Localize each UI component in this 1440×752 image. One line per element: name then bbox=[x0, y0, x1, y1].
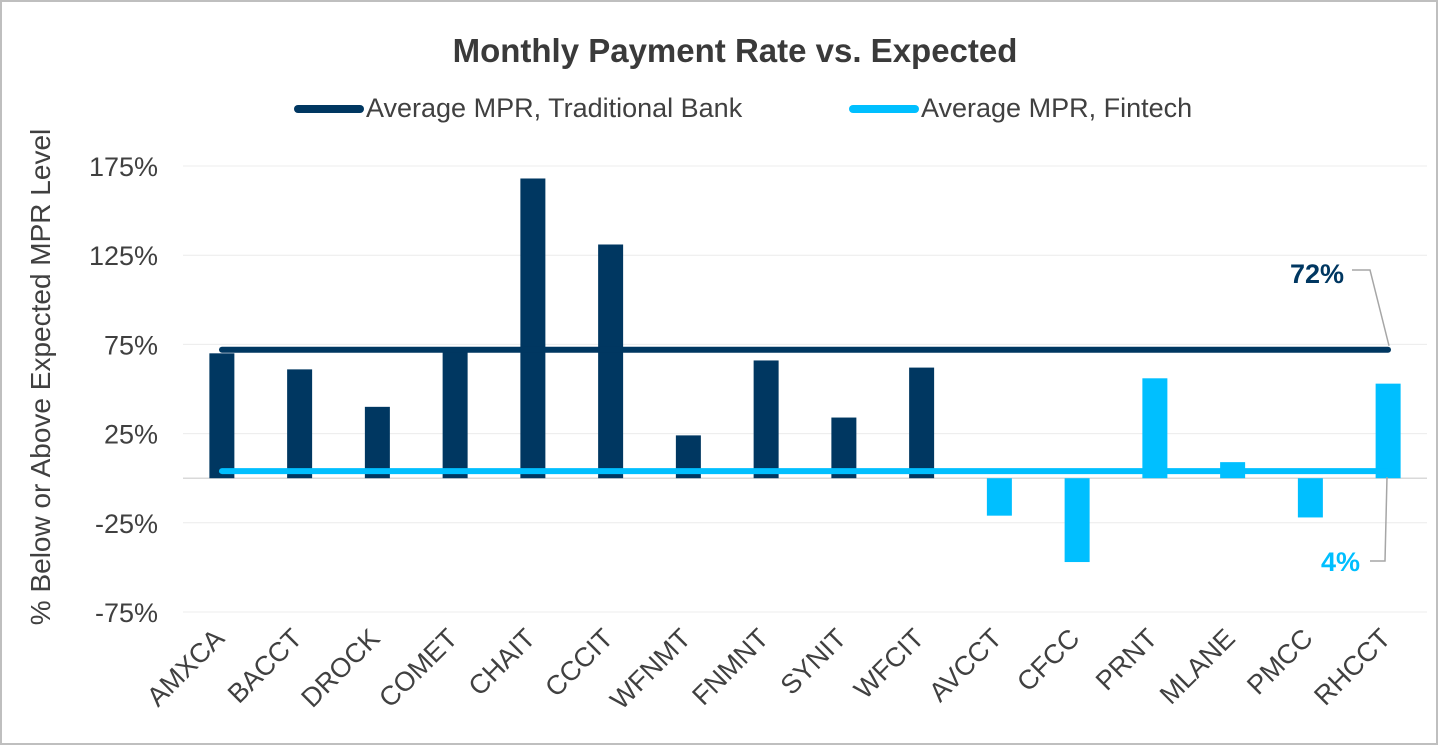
bar-avcct bbox=[986, 478, 1012, 516]
bar-rhcct bbox=[1375, 383, 1401, 479]
y-tick-label: -75% bbox=[95, 598, 158, 628]
bar-cccit bbox=[598, 244, 624, 479]
bar-bacct bbox=[287, 369, 313, 479]
y-axis-label: % Below or Above Expected MPR Level bbox=[25, 129, 56, 625]
callout-label-fintech: 4% bbox=[1321, 547, 1360, 577]
bar-chait bbox=[520, 178, 546, 479]
callout-label-traditional-bank: 72% bbox=[1290, 259, 1344, 289]
bar-fnmnt bbox=[753, 360, 779, 479]
callout-leader-fintech bbox=[1370, 477, 1388, 562]
y-tick-label: 175% bbox=[89, 152, 158, 182]
bar-cfcc bbox=[1064, 478, 1090, 563]
y-tick-label: 25% bbox=[104, 420, 158, 450]
callout-leader-traditional-bank bbox=[1352, 269, 1390, 346]
bar-prnt bbox=[1142, 378, 1168, 479]
bar-comet bbox=[442, 349, 468, 479]
chart-title: Monthly Payment Rate vs. Expected bbox=[453, 32, 1018, 69]
y-tick-label: 125% bbox=[89, 241, 158, 271]
bar-drock bbox=[364, 406, 390, 479]
legend-label-fintech: Average MPR, Fintech bbox=[921, 93, 1192, 123]
bar-wfcit bbox=[909, 367, 935, 479]
bar-amxca bbox=[209, 353, 235, 479]
legend-label-traditional-bank: Average MPR, Traditional Bank bbox=[366, 93, 743, 123]
y-tick-label: -25% bbox=[95, 509, 158, 539]
bar-pmcc bbox=[1297, 478, 1323, 518]
y-tick-label: 75% bbox=[104, 330, 158, 360]
